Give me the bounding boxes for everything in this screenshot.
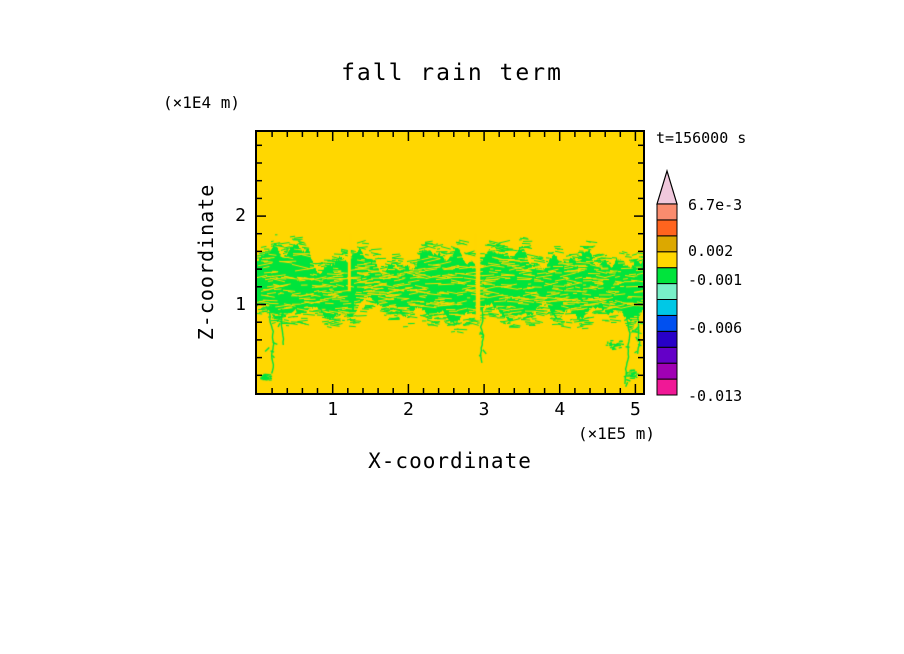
colorbar-segment (656, 219, 678, 237)
y-tick-label: 1 (235, 293, 246, 315)
colorbar-segment (656, 299, 678, 316)
colorbar (656, 168, 678, 396)
colorbar-segment (656, 267, 678, 285)
colorbar-segment (656, 346, 678, 364)
colorbar-segment (656, 251, 678, 269)
colorbar-label: -0.013 (688, 387, 743, 405)
colorbar-segment (656, 378, 678, 396)
y-axis-unit-label: (×1E4 m) (163, 93, 241, 112)
plot-area (255, 130, 645, 395)
colorbar-segment (656, 330, 678, 348)
chart-title: fall rain term (341, 60, 563, 86)
colorbar-segment (656, 362, 678, 380)
colorbar-segment (656, 235, 678, 253)
x-tick-label: 3 (478, 399, 490, 420)
colorbar-segment (656, 314, 678, 332)
colorbar-label: -0.006 (688, 319, 743, 338)
heatmap-canvas (257, 132, 643, 393)
x-tick-label: 1 (327, 399, 339, 420)
x-tick-label: 5 (630, 399, 641, 420)
x-axis-title: X-coordinate (368, 449, 532, 473)
axis-ticks-overlay (257, 132, 643, 393)
colorbar-overflow-triangle (656, 168, 678, 205)
x-axis-unit-label: (×1E5 m) (577, 424, 655, 443)
colorbar-label: 6.7e-3 (688, 196, 743, 214)
colorbar-label: -0.001 (688, 270, 743, 289)
time-annotation: t=156000 s (656, 129, 747, 147)
x-tick-label: 4 (554, 399, 566, 420)
colorbar-segment (656, 203, 678, 221)
y-tick-label: 2 (235, 205, 246, 227)
x-tick-label: 2 (402, 399, 414, 420)
y-axis-title: Z-coordinate (194, 183, 218, 341)
colorbar-segment (656, 283, 678, 301)
colorbar-label: 0.002 (688, 241, 734, 260)
